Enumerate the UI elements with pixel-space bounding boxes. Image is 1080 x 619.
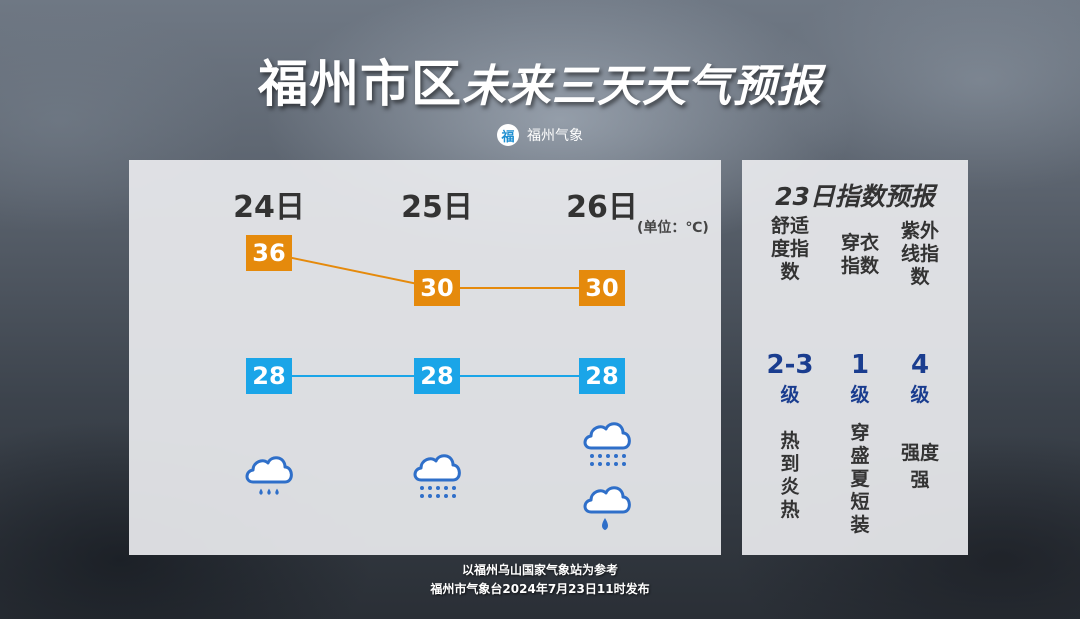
brand: 福 福州气象 — [0, 124, 1080, 146]
title-main: 福州市区 — [258, 55, 462, 113]
index-desc: 穿盛夏短装 — [850, 422, 870, 536]
brand-logo-icon: 福 — [497, 124, 519, 146]
forecast-panel: 24日 25日 26日 (单位：℃) 36 30 30 28 28 28 — [129, 160, 721, 555]
low-temp-box: 28 — [579, 358, 625, 394]
index-value-clothing: 1 级 — [838, 350, 882, 407]
index-desc-comfort: 热到炎热 — [768, 430, 812, 522]
day-label-26: 26日 — [566, 190, 638, 225]
index-desc-clothing: 穿盛夏短装 — [838, 422, 882, 537]
day-label-25: 25日 — [401, 190, 473, 225]
index-level: 级 — [850, 384, 870, 406]
index-value-uv: 4 级 — [898, 350, 942, 407]
index-value-comfort: 2-3 级 — [767, 350, 814, 407]
index-name: 舒适度指数 — [770, 215, 809, 283]
high-temp-box: 36 — [246, 235, 292, 272]
footer-reference: 以福州乌山国家气象站为参考 — [461, 563, 618, 577]
low-temp-box: 28 — [246, 358, 292, 394]
title-sub: 未来三天天气预报 — [462, 61, 822, 112]
unit-label: (单位：℃) — [637, 220, 709, 236]
high-temp-box: 30 — [414, 270, 460, 306]
index-name-clothing: 穿衣指数 — [838, 232, 882, 278]
index-level: 级 — [910, 384, 930, 406]
index-panel: 23日指数预报 舒适度指数 穿衣指数 紫外线指数 2-3 级 1 级 4 级 热… — [742, 160, 968, 555]
index-name: 穿衣指数 — [840, 232, 879, 277]
brand-name: 福州气象 — [527, 128, 583, 144]
index-value: 1 — [850, 350, 870, 380]
index-level: 级 — [780, 384, 800, 406]
index-name-uv: 紫外线指数 — [898, 220, 942, 289]
cloud-drizzle-icon — [583, 486, 631, 531]
day-label-24: 24日 — [233, 190, 305, 225]
index-desc: 强度强 — [900, 442, 939, 491]
footer-issued: 福州市气象台2024年7月23日11时发布 — [430, 582, 650, 596]
index-name: 紫外线指数 — [900, 220, 939, 288]
index-desc: 热到炎热 — [780, 430, 800, 521]
page-title: 福州市区未来三天天气预报 — [0, 44, 1080, 116]
low-temp-box: 28 — [414, 358, 460, 394]
high-temp-box: 30 — [579, 270, 625, 306]
cloud-rain-heavy-icon — [413, 454, 461, 498]
cloud-rain-light-icon — [245, 456, 293, 495]
cloud-rain-heavy-icon — [583, 422, 631, 466]
index-value: 4 — [910, 350, 930, 380]
index-name-comfort: 舒适度指数 — [768, 215, 812, 284]
index-value: 2-3 — [766, 350, 814, 380]
index-title: 23日指数预报 — [775, 182, 935, 211]
index-desc-uv: 强度强 — [898, 440, 942, 494]
